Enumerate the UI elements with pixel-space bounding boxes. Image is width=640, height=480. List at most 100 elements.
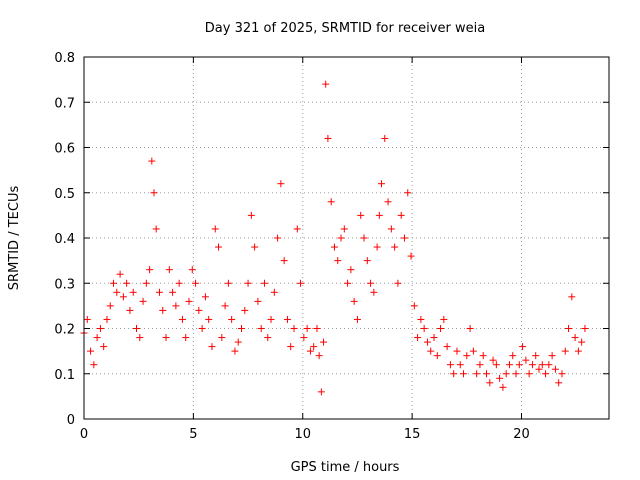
- data-point: [420, 325, 428, 332]
- data-point: [96, 325, 104, 332]
- data-point: [129, 288, 137, 296]
- data-point: [476, 361, 484, 369]
- data-point: [397, 211, 405, 219]
- data-point: [208, 343, 216, 351]
- data-point: [453, 347, 461, 355]
- y-tick-label: 0.3: [54, 277, 75, 292]
- data-point: [106, 302, 114, 310]
- data-point: [423, 338, 431, 346]
- data-point: [165, 266, 173, 274]
- y-tick-label: 0.8: [54, 51, 75, 66]
- data-point: [469, 347, 477, 355]
- x-tick-label: 0: [80, 427, 88, 442]
- data-point: [322, 80, 330, 88]
- data-point: [450, 370, 458, 378]
- data-point: [201, 293, 209, 301]
- x-tick-label: 15: [404, 427, 421, 442]
- data-point: [505, 361, 513, 369]
- data-point: [146, 266, 154, 274]
- data-point: [528, 361, 536, 369]
- data-point: [90, 361, 98, 369]
- y-tick-label: 0.2: [54, 323, 75, 338]
- y-axis-label: SRMTID / TECUs: [7, 186, 22, 291]
- data-point: [400, 234, 408, 242]
- data-point: [417, 315, 425, 323]
- data-point: [353, 315, 361, 323]
- data-point: [492, 361, 500, 369]
- data-point: [446, 361, 454, 369]
- data-point: [215, 243, 223, 251]
- data-point: [473, 370, 481, 378]
- data-point: [277, 180, 285, 188]
- data-point: [247, 211, 255, 219]
- grid: [84, 57, 609, 419]
- data-point: [198, 325, 206, 332]
- data-point: [340, 225, 348, 233]
- data-point: [218, 334, 226, 342]
- data-point: [264, 334, 272, 342]
- data-point: [100, 343, 108, 351]
- data-point: [512, 370, 520, 378]
- data-point: [133, 325, 140, 332]
- data-point: [545, 361, 553, 369]
- data-point: [172, 302, 180, 310]
- data-point: [211, 225, 219, 233]
- data-point: [260, 279, 268, 287]
- data-point: [234, 338, 242, 346]
- data-point: [433, 352, 441, 360]
- data-point: [466, 325, 474, 332]
- data-point: [116, 270, 124, 278]
- x-tick-label: 20: [513, 427, 530, 442]
- data-point: [548, 352, 556, 360]
- data-point: [404, 189, 412, 197]
- data-point: [502, 370, 510, 378]
- x-tick-label: 10: [294, 427, 311, 442]
- data-point: [440, 315, 448, 323]
- data-point: [410, 302, 418, 310]
- x-tick-label: 5: [189, 427, 197, 442]
- data-point: [267, 315, 275, 323]
- axis-ticks: 0 5 10 15 20 0 0.1 0.2 0.3 0.4 0.5 0.6 0.7 0.8: [54, 51, 609, 442]
- data-point: [370, 288, 378, 296]
- data-point: [535, 365, 543, 373]
- data-point: [152, 225, 160, 233]
- data-point: [257, 325, 265, 332]
- data-point: [551, 365, 559, 373]
- data-point: [578, 338, 586, 346]
- data-point: [558, 370, 566, 378]
- data-point: [344, 279, 352, 287]
- data-point: [581, 325, 589, 332]
- y-tick-label: 0.6: [54, 142, 75, 157]
- data-point: [330, 243, 338, 251]
- data-point: [384, 198, 392, 206]
- data-point: [188, 266, 196, 274]
- data-point: [290, 325, 298, 332]
- data-point: [430, 334, 438, 342]
- x-axis-label: GPS time / hours: [291, 460, 400, 475]
- data-point: [300, 334, 308, 342]
- data-point: [522, 356, 530, 364]
- data-point: [87, 347, 95, 355]
- data-point: [407, 252, 415, 260]
- data-point: [463, 352, 471, 360]
- data-point: [479, 352, 487, 360]
- data-point: [414, 334, 422, 342]
- data-point: [427, 347, 435, 355]
- data-point: [270, 288, 278, 296]
- data-point: [148, 157, 156, 165]
- data-point: [565, 325, 573, 332]
- data-point: [228, 315, 236, 323]
- data-point: [327, 198, 335, 206]
- data-point: [525, 370, 533, 378]
- data-point: [373, 243, 381, 251]
- data-points: [80, 80, 589, 396]
- data-point: [306, 347, 314, 355]
- data-point: [162, 334, 170, 342]
- data-point: [83, 315, 91, 323]
- y-tick-label: 0.5: [54, 187, 75, 202]
- data-point: [443, 343, 451, 351]
- data-point: [456, 361, 464, 369]
- data-point: [159, 306, 167, 314]
- data-point: [293, 225, 301, 233]
